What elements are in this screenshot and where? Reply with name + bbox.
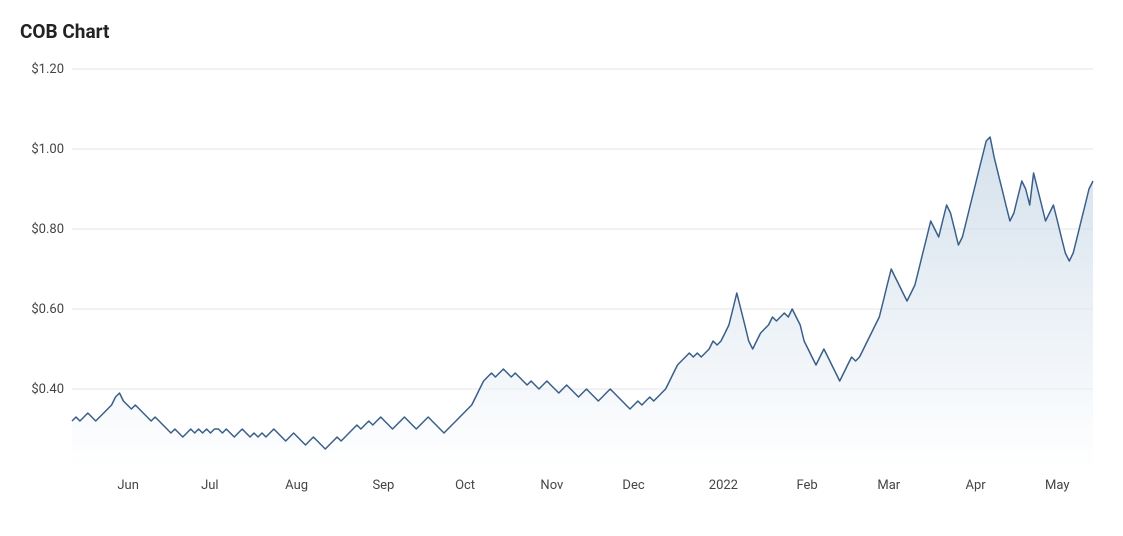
plot-area: $0.40 $0.60 $0.80 $1.00 $1.20 Jun Jul Aug Sep Oct… (20, 59, 1103, 499)
x-tick-label: Jun (117, 478, 139, 493)
y-tick-label: $1.20 (31, 62, 64, 77)
chart-container: COB Chart $0.40 $0.60 $0.80 $1.00 $1.20 Jun Ju… (20, 20, 1103, 516)
price-area (72, 137, 1093, 469)
y-tick-label: $0.80 (31, 222, 64, 237)
x-tick-label: Nov (540, 478, 564, 493)
y-tick-label: $0.60 (31, 302, 64, 317)
x-tick-label: May (1045, 478, 1069, 493)
x-tick-label: Sep (372, 478, 394, 493)
x-tick-label: Dec (622, 478, 644, 493)
x-tick-label: Aug (285, 478, 308, 493)
x-tick-label: Mar (877, 478, 900, 493)
chart-title: COB Chart (20, 20, 1103, 43)
x-tick-label: Feb (796, 478, 817, 493)
chart-svg: $0.40 $0.60 $0.80 $1.00 $1.20 Jun Jul Aug Sep Oct… (20, 59, 1103, 499)
x-tick-label: 2022 (709, 478, 738, 493)
y-tick-label: $0.40 (31, 382, 64, 397)
x-tick-label: Oct (455, 478, 475, 493)
x-tick-label: Jul (201, 478, 219, 493)
y-tick-label: $1.00 (31, 142, 64, 157)
x-tick-label: Apr (965, 478, 986, 493)
